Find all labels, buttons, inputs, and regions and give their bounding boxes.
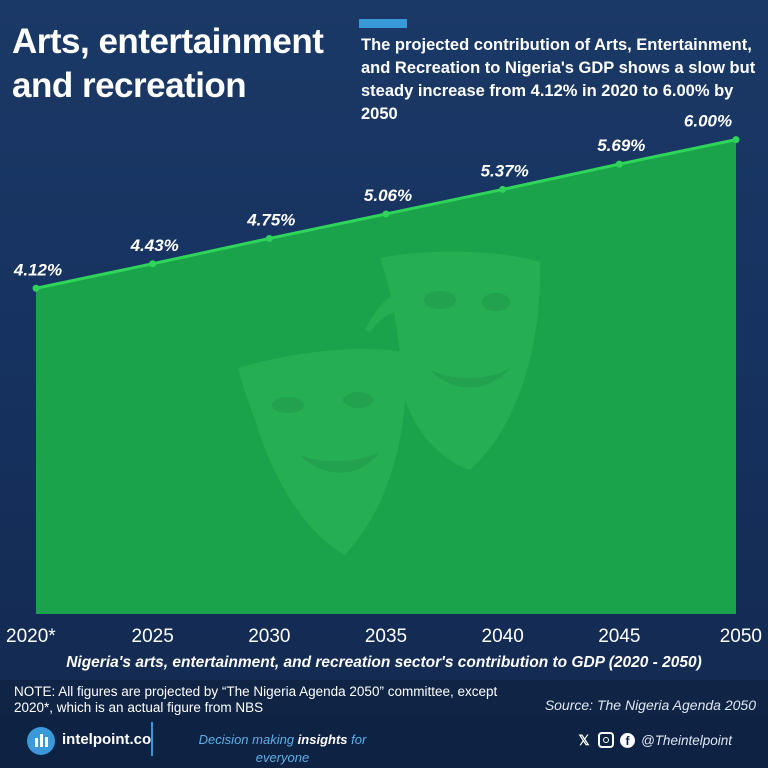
x-icon[interactable]: 𝕏 — [578, 732, 590, 748]
x-tick-label: 2025 — [132, 626, 174, 647]
data-label: 5.06% — [364, 186, 412, 205]
x-tick-label: 2030 — [248, 626, 290, 647]
data-label: 5.69% — [597, 136, 645, 155]
chart-caption: Nigeria's arts, entertainment, and recre… — [66, 654, 702, 671]
theatre-masks-features — [272, 291, 510, 473]
data-point — [615, 160, 623, 168]
footer-bar — [0, 716, 768, 768]
source-text: Source: The Nigeria Agenda 2050 — [544, 697, 756, 713]
accent-bar — [359, 19, 407, 28]
footer-divider — [151, 722, 153, 756]
data-point — [32, 284, 40, 292]
data-point — [732, 136, 740, 144]
area-chart: 4.12% 2020* 4.43% 2025 4.75% 2030 5.06% 2035 5.3… — [6, 112, 762, 647]
data-label: 4.12% — [13, 260, 62, 279]
note-text: NOTE: All figures are projected by “The … — [14, 684, 498, 715]
brand-link[interactable]: intelpoint.co — [62, 731, 152, 748]
intelpoint-logo-icon — [27, 727, 55, 755]
bar-logo-icon — [35, 734, 48, 747]
data-point — [499, 185, 507, 193]
social-handle[interactable]: @Theintelpoint — [640, 732, 732, 748]
facebook-icon[interactable]: f — [619, 732, 635, 748]
page-title: Arts, entertainment and recreation — [12, 22, 324, 105]
data-label: 6.00% — [684, 112, 732, 131]
data-point — [265, 234, 273, 242]
tagline-pre: Decision making — [198, 732, 298, 747]
data-label: 4.43% — [130, 236, 179, 255]
x-tick-label: 2050 — [720, 626, 762, 647]
instagram-icon[interactable] — [597, 732, 614, 748]
x-tick-label: 2035 — [365, 626, 407, 647]
x-tick-label: 2040 — [482, 626, 524, 647]
x-tick-label: 2045 — [598, 626, 640, 647]
note-band — [0, 680, 768, 716]
data-label: 4.75% — [246, 210, 295, 229]
tagline: Decision making insights for everyone — [175, 731, 390, 767]
data-point — [149, 260, 157, 268]
data-label: 5.37% — [481, 161, 529, 180]
data-point — [382, 210, 390, 218]
subtitle: The projected contribution of Arts, Ente… — [361, 36, 756, 123]
x-tick-label: 2020* — [6, 626, 56, 647]
tagline-post: for everyone — [255, 732, 367, 765]
social-links: 𝕏 f @Theintelpoint — [576, 732, 732, 748]
tagline-bold: insights — [297, 732, 348, 747]
